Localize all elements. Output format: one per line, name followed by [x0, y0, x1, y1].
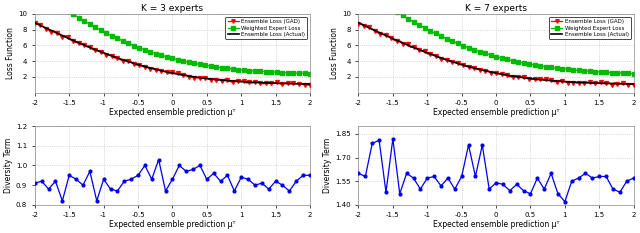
Ensemble Loss (GAD)	[377, 32, 385, 35]
Ensemble Loss (GAD)	[306, 84, 314, 86]
Ensemble Loss (Actual)	[481, 69, 489, 72]
Weighted Expert Loss	[630, 72, 637, 75]
Ensemble Loss (Actual)	[561, 80, 569, 83]
Y-axis label: Diversity Term: Diversity Term	[323, 138, 332, 193]
Weighted Expert Loss	[481, 52, 489, 55]
Title: K = 7 experts: K = 7 experts	[465, 4, 527, 13]
Weighted Expert Loss	[196, 63, 204, 66]
Line: Weighted Expert Loss: Weighted Expert Loss	[33, 8, 312, 75]
Ensemble Loss (GAD)	[630, 84, 637, 86]
Ensemble Loss (GAD)	[564, 81, 572, 84]
Weighted Expert Loss	[355, 9, 362, 11]
Ensemble Loss (GAD)	[34, 22, 42, 24]
X-axis label: Expected ensemble prediction μᵀ: Expected ensemble prediction μᵀ	[433, 108, 559, 117]
Ensemble Loss (Actual)	[374, 31, 381, 33]
Line: Weighted Expert Loss: Weighted Expert Loss	[356, 8, 636, 75]
Ensemble Loss (GAD)	[355, 22, 362, 25]
Ensemble Loss (Actual)	[547, 79, 555, 82]
Ensemble Loss (GAD)	[199, 77, 207, 80]
Title: K = 3 experts: K = 3 experts	[141, 4, 204, 13]
Ensemble Loss (GAD)	[426, 52, 434, 55]
Ensemble Loss (GAD)	[227, 80, 234, 83]
Y-axis label: Loss Function: Loss Function	[6, 27, 15, 79]
Ensemble Loss (GAD)	[102, 53, 110, 56]
Ensemble Loss (Actual)	[237, 80, 245, 83]
Legend: Ensemble Loss (GAD), Weighted Expert Loss, Ensemble Loss (Actual): Ensemble Loss (GAD), Weighted Expert Los…	[549, 17, 631, 40]
Ensemble Loss (GAD)	[240, 80, 248, 82]
Weighted Expert Loss	[547, 66, 555, 69]
Ensemble Loss (Actual)	[157, 69, 165, 72]
Ensemble Loss (Actual)	[196, 76, 204, 79]
Weighted Expert Loss	[157, 54, 165, 57]
Ensemble Loss (Actual)	[100, 51, 108, 54]
Y-axis label: Diversity Term: Diversity Term	[4, 138, 13, 193]
Weighted Expert Loss	[424, 28, 431, 31]
Line: Ensemble Loss (Actual): Ensemble Loss (Actual)	[358, 23, 634, 84]
Weighted Expert Loss	[100, 30, 108, 33]
Ensemble Loss (GAD)	[522, 76, 530, 79]
Ensemble Loss (GAD)	[53, 31, 61, 34]
Y-axis label: Loss Function: Loss Function	[330, 27, 339, 79]
Ensemble Loss (Actual)	[51, 31, 58, 33]
Line: Ensemble Loss (GAD): Ensemble Loss (GAD)	[356, 21, 636, 87]
Legend: Ensemble Loss (GAD), Weighted Expert Loss, Ensemble Loss (Actual): Ensemble Loss (GAD), Weighted Expert Los…	[225, 17, 307, 40]
Ensemble Loss (Actual)	[306, 83, 314, 86]
Weighted Expert Loss	[31, 9, 38, 11]
X-axis label: Expected ensemble prediction μᵀ: Expected ensemble prediction μᵀ	[109, 220, 236, 229]
Line: Ensemble Loss (GAD): Ensemble Loss (GAD)	[33, 21, 312, 87]
X-axis label: Expected ensemble prediction μᵀ: Expected ensemble prediction μᵀ	[109, 108, 236, 117]
Weighted Expert Loss	[237, 69, 245, 71]
Ensemble Loss (Actual)	[31, 21, 38, 24]
Ensemble Loss (Actual)	[630, 83, 637, 86]
Ensemble Loss (GAD)	[550, 80, 557, 83]
Ensemble Loss (Actual)	[223, 79, 231, 82]
X-axis label: Expected ensemble prediction μᵀ: Expected ensemble prediction μᵀ	[433, 220, 559, 229]
Weighted Expert Loss	[306, 72, 314, 75]
Ensemble Loss (Actual)	[424, 51, 431, 54]
Ensemble Loss (GAD)	[31, 22, 38, 24]
Ensemble Loss (Actual)	[355, 21, 362, 24]
Ensemble Loss (Actual)	[520, 76, 527, 79]
Weighted Expert Loss	[374, 9, 381, 11]
Line: Ensemble Loss (Actual): Ensemble Loss (Actual)	[35, 23, 310, 84]
Ensemble Loss (GAD)	[161, 70, 168, 73]
Weighted Expert Loss	[561, 68, 569, 70]
Weighted Expert Loss	[51, 9, 58, 11]
Ensemble Loss (GAD)	[484, 69, 492, 72]
Weighted Expert Loss	[520, 62, 527, 64]
Ensemble Loss (GAD)	[357, 22, 365, 25]
Weighted Expert Loss	[223, 67, 231, 70]
